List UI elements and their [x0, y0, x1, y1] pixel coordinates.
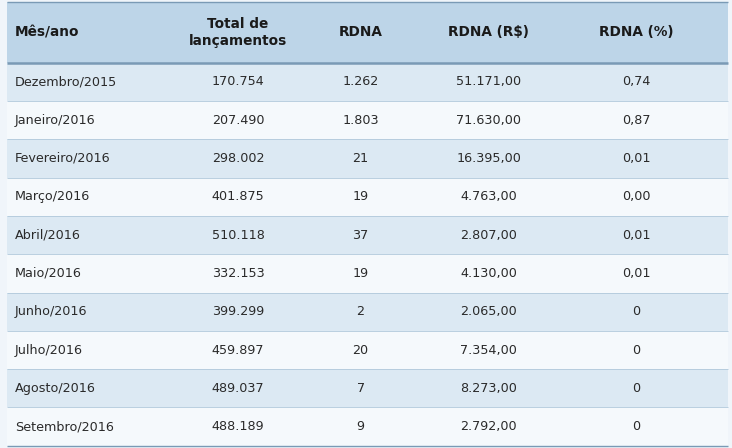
Text: Janeiro/2016: Janeiro/2016 — [15, 114, 95, 127]
Text: 0: 0 — [632, 420, 640, 433]
Text: Mês/ano: Mês/ano — [15, 26, 79, 39]
Text: 0,01: 0,01 — [622, 228, 651, 241]
Text: RDNA (%): RDNA (%) — [600, 26, 673, 39]
Text: 0,87: 0,87 — [622, 114, 651, 127]
Text: 51.171,00: 51.171,00 — [456, 75, 521, 88]
Text: 7.354,00: 7.354,00 — [460, 344, 517, 357]
Text: 298.002: 298.002 — [212, 152, 264, 165]
Text: RDNA: RDNA — [339, 26, 383, 39]
Text: Maio/2016: Maio/2016 — [15, 267, 81, 280]
Text: Dezembro/2015: Dezembro/2015 — [15, 75, 117, 88]
Text: Abril/2016: Abril/2016 — [15, 228, 81, 241]
Text: 9: 9 — [356, 420, 365, 433]
Text: 170.754: 170.754 — [212, 75, 264, 88]
Bar — [7, 216, 728, 254]
Text: 401.875: 401.875 — [212, 190, 264, 203]
Text: Julho/2016: Julho/2016 — [15, 344, 83, 357]
Text: 0,74: 0,74 — [622, 75, 651, 88]
Text: 2.065,00: 2.065,00 — [460, 305, 517, 318]
Text: 207.490: 207.490 — [212, 114, 264, 127]
Text: 2: 2 — [356, 305, 365, 318]
Text: 8.273,00: 8.273,00 — [460, 382, 517, 395]
Text: 19: 19 — [353, 190, 369, 203]
Text: 21: 21 — [353, 152, 369, 165]
Text: 0,00: 0,00 — [622, 190, 651, 203]
Text: 510.118: 510.118 — [212, 228, 264, 241]
Text: 7: 7 — [356, 382, 365, 395]
Text: 2.792,00: 2.792,00 — [460, 420, 517, 433]
Bar — [7, 293, 728, 331]
Bar — [7, 101, 728, 139]
Bar — [7, 408, 728, 446]
Bar — [7, 177, 728, 216]
Text: 71.630,00: 71.630,00 — [456, 114, 521, 127]
Text: 399.299: 399.299 — [212, 305, 264, 318]
Text: 37: 37 — [353, 228, 369, 241]
Text: 1.803: 1.803 — [343, 114, 379, 127]
Bar — [7, 369, 728, 408]
Text: 0: 0 — [632, 382, 640, 395]
Text: RDNA (R$): RDNA (R$) — [448, 26, 529, 39]
Text: Fevereiro/2016: Fevereiro/2016 — [15, 152, 111, 165]
Text: 488.189: 488.189 — [212, 420, 264, 433]
Text: 19: 19 — [353, 267, 369, 280]
Text: Agosto/2016: Agosto/2016 — [15, 382, 95, 395]
Text: 0,01: 0,01 — [622, 152, 651, 165]
Bar — [7, 254, 728, 293]
Bar — [7, 331, 728, 369]
Text: 1.262: 1.262 — [343, 75, 378, 88]
Text: 4.763,00: 4.763,00 — [460, 190, 517, 203]
Bar — [7, 2, 728, 63]
Text: 0: 0 — [632, 305, 640, 318]
Text: Total de
lançamentos: Total de lançamentos — [189, 17, 287, 47]
Text: 332.153: 332.153 — [212, 267, 264, 280]
Bar — [7, 63, 728, 101]
Text: 20: 20 — [353, 344, 369, 357]
Text: 4.130,00: 4.130,00 — [460, 267, 517, 280]
Text: 0: 0 — [632, 344, 640, 357]
Text: 16.395,00: 16.395,00 — [456, 152, 521, 165]
Text: Março/2016: Março/2016 — [15, 190, 90, 203]
Text: 0,01: 0,01 — [622, 267, 651, 280]
Bar — [7, 139, 728, 177]
Text: 2.807,00: 2.807,00 — [460, 228, 517, 241]
Text: 459.897: 459.897 — [212, 344, 264, 357]
Text: Junho/2016: Junho/2016 — [15, 305, 87, 318]
Text: 489.037: 489.037 — [212, 382, 264, 395]
Text: Setembro/2016: Setembro/2016 — [15, 420, 113, 433]
